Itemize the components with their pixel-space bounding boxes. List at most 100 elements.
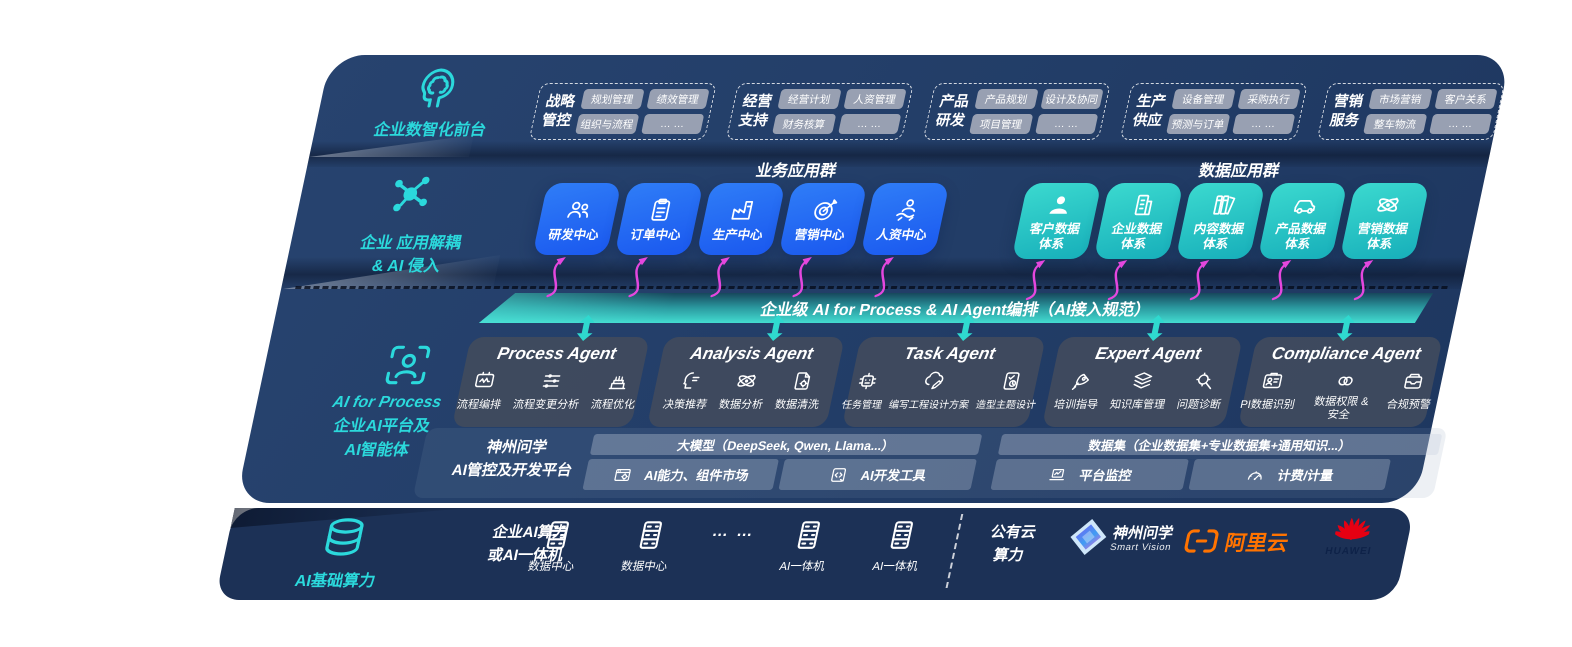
- group-title: 营销 服务: [1328, 93, 1365, 129]
- server-icon: [881, 517, 923, 553]
- sliders-icon: [536, 369, 565, 393]
- agent-capability: 数据分析: [717, 369, 770, 412]
- server-icon: [537, 517, 579, 553]
- people-icon: [562, 196, 596, 224]
- node-label: 数据中心: [619, 561, 669, 573]
- magenta-arrow: [1347, 257, 1386, 301]
- front-office-group-marketing: 营销 服务 市场营销 客户关系 整车物流 … …: [1316, 83, 1505, 140]
- cell-platform-monitor: 平台监控: [990, 459, 1189, 490]
- tile-production-center: 生产中心: [696, 183, 786, 255]
- layers-icon: [1128, 369, 1157, 393]
- person-scan-icon: [378, 340, 439, 390]
- code-doc-icon: [827, 465, 851, 485]
- group-chips: 经营计划 人资管理 财务核算 … …: [772, 89, 907, 134]
- huawei-logo-icon: [1333, 517, 1373, 541]
- front-office-group-operations: 经营 支持 经营计划 人资管理 财务核算 … …: [725, 83, 914, 140]
- monitor-flow-icon: [469, 369, 498, 393]
- ribbon-label: 企业级 AI for Process & AI Agent编排（AI接入规范）: [758, 302, 1153, 319]
- main-panel: 企业数智化前台 战略 管控 规划管理 绩效管理 组织与流程 … … 经营 支持 经营…: [235, 55, 1511, 503]
- group-title: 产品 研发: [934, 93, 971, 129]
- agent-card-task: Task Agent 任务管理 编写工程设计方案 造型主题设计: [841, 337, 1046, 427]
- platform-label: 神州问学 AI管控及开发平台: [450, 439, 574, 480]
- database-icon: [312, 513, 375, 565]
- chip: 组织与流程: [575, 114, 639, 134]
- shelf-divider-1: [307, 141, 1493, 167]
- robot-icon: [852, 369, 881, 393]
- cell-ai-capability-market: AI能力、组件市场: [582, 459, 779, 490]
- agent-card-analysis: Analysis Agent 决策推荐 数据分析 数据清洗: [646, 337, 845, 427]
- business-apps-title: 业务应用群: [754, 163, 838, 180]
- doc-gear-icon: [787, 369, 816, 393]
- head-chat-icon: [675, 369, 704, 393]
- tile-marketing-center: 营销中心: [778, 183, 868, 255]
- chip: 规划管理: [580, 89, 645, 109]
- agent-capability: 合规预警: [1385, 369, 1438, 412]
- user-icon: [1043, 191, 1077, 219]
- chip: 经营计划: [777, 89, 842, 109]
- teal-double-arrow: [763, 315, 789, 341]
- huawei-name: HUAWEI: [1324, 546, 1373, 557]
- cell-ai-dev-tools: AI开发工具: [778, 459, 977, 490]
- atom-icon: [731, 369, 760, 393]
- chip: 客户关系: [1433, 89, 1498, 109]
- tile-rd-center: 研发中心: [532, 183, 622, 255]
- front-office-group-strategy: 战略 管控 规划管理 绩效管理 组织与流程 … …: [528, 83, 717, 140]
- window-gear-icon: [611, 465, 635, 485]
- magenta-arrow: [867, 254, 906, 298]
- chip: 绩效管理: [645, 89, 710, 109]
- agent-capability: PI数据识别: [1239, 369, 1303, 412]
- dataset-header: 数据集（企业数据集+专业数据集+通用知识...）: [997, 434, 1443, 455]
- architecture-diagram: 企业数智化前台 战略 管控 规划管理 绩效管理 组织与流程 … … 经营 支持 经营…: [215, 55, 1511, 600]
- front-office-label: 企业数智化前台: [371, 122, 488, 139]
- chip: … …: [1428, 114, 1493, 134]
- tile-marketing-data: 营销数据 体系: [1339, 183, 1430, 259]
- front-office-group-supply: 生产 供应 设备管理 采购执行 预测与订单 … …: [1119, 83, 1308, 140]
- chip: 采购执行: [1236, 89, 1301, 109]
- teal-double-arrow: [953, 315, 979, 341]
- group-chips: 规划管理 绩效管理 组织与流程 … …: [575, 89, 710, 134]
- chip: … …: [1034, 114, 1099, 134]
- link-circles-icon: [1331, 369, 1360, 393]
- agent-capability: 流程变更分析: [511, 369, 586, 412]
- agent-capability: 决策推荐: [661, 369, 714, 412]
- public-cloud-label: 公有云 算力: [989, 524, 1038, 564]
- aliyun-name: 阿里云: [1222, 532, 1291, 555]
- agent-card-expert: Expert Agent 培训指导 知识库管理 问题诊断: [1041, 337, 1243, 427]
- agent-capability: 问题诊断: [1175, 369, 1228, 412]
- cell-billing-metering: 计费/计量: [1188, 459, 1391, 490]
- data-apps-title: 数据应用群: [1197, 163, 1281, 180]
- agent-capability: 任务管理: [841, 369, 890, 411]
- tile-customer-data: 客户数据 体系: [1011, 183, 1102, 259]
- tile-hr-center: 人资中心: [860, 183, 950, 255]
- magenta-arrow: [703, 254, 742, 298]
- tile-order-center: 订单中心: [614, 183, 704, 255]
- chip: 整车物流: [1363, 114, 1427, 134]
- chip: 设计及协同: [1039, 89, 1104, 109]
- chip: 产品规划: [974, 89, 1039, 109]
- group-title: 战略 管控: [540, 93, 577, 129]
- tile-product-data: 产品数据 体系: [1257, 183, 1348, 259]
- aliyun-logo-icon: [1184, 529, 1219, 553]
- tablet-check-icon: [996, 369, 1025, 393]
- factory-icon: [726, 196, 760, 224]
- clipboard-icon: [644, 196, 678, 224]
- chip: 设备管理: [1171, 89, 1236, 109]
- magenta-arrow: [1183, 257, 1222, 301]
- magenta-arrow: [1265, 257, 1304, 301]
- magenta-arrow: [539, 254, 578, 298]
- front-office-group-product: 产品 研发 产品规划 设计及协同 项目管理 … …: [922, 83, 1111, 140]
- cloud-pen-icon: [919, 369, 948, 393]
- agent-card-compliance: Compliance Agent PI数据识别 数据权限 & 安全 合规预警: [1237, 337, 1443, 427]
- agent-capability: 造型主题设计: [975, 369, 1044, 411]
- molecule-network-icon: [380, 169, 441, 219]
- teal-double-arrow: [1143, 315, 1169, 341]
- agent-capability: 知识库管理: [1108, 369, 1172, 412]
- agent-capability: 编写工程设计方案: [888, 369, 977, 411]
- group-chips: 市场营销 客户关系 整车物流 … …: [1363, 89, 1498, 134]
- rocket-icon: [1066, 369, 1095, 393]
- server-icon: [788, 517, 830, 553]
- chip: … …: [1231, 114, 1296, 134]
- id-card-icon: [1258, 369, 1287, 393]
- person-wave-icon: [890, 196, 924, 224]
